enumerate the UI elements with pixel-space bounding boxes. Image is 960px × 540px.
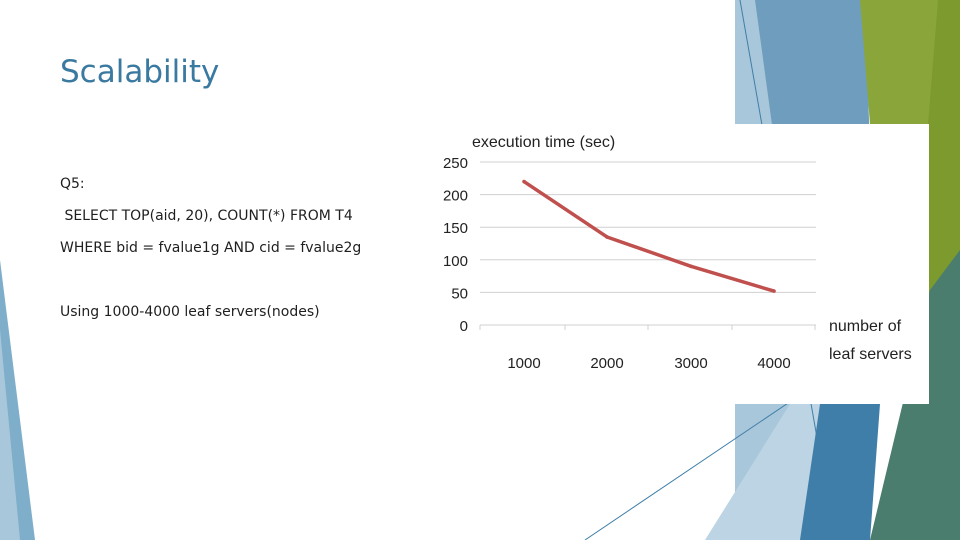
y-tick-label: 200 [443, 188, 468, 205]
data-point [772, 289, 776, 293]
y-tick-label: 50 [451, 285, 468, 302]
slide-title: Scalability [60, 54, 220, 90]
x-tick-label: 1000 [507, 355, 540, 372]
chart-title: execution time (sec) [472, 134, 615, 151]
deco-pale-lower-facet [705, 404, 820, 540]
query-where-line: WHERE bid = fvalue1g AND cid = fvalue2g [60, 240, 362, 256]
deco-thin-line [584, 394, 801, 540]
y-tick-label: 150 [443, 220, 468, 237]
y-tick-label: 0 [460, 318, 468, 335]
data-point [522, 179, 526, 184]
data-point [605, 235, 609, 239]
x-axis-label-line-1: number of [829, 318, 902, 335]
data-point [689, 264, 693, 269]
leaf-servers-note: Using 1000-4000 leaf servers(nodes) [60, 304, 320, 320]
execution-time-series-line [523, 180, 775, 293]
y-tick-label: 250 [443, 155, 468, 172]
x-axis-label-line-2: leaf servers [829, 346, 912, 363]
chart-panel: execution time (sec) 0 50 100 150 200 250 100… [432, 124, 929, 404]
execution-time-chart: execution time (sec) 0 50 100 150 200 250 100… [443, 134, 912, 372]
x-tick-label: 2000 [590, 355, 623, 372]
query-select-line: SELECT TOP(aid, 20), COUNT(*) FROM T4 [60, 208, 353, 224]
query-label: Q5: [60, 176, 85, 192]
deco-left-pale-facet [0, 330, 20, 540]
deco-olive-facet [860, 0, 938, 124]
x-tick-label: 3000 [674, 355, 707, 372]
y-tick-label: 100 [443, 253, 468, 270]
x-tick-label: 4000 [757, 355, 790, 372]
